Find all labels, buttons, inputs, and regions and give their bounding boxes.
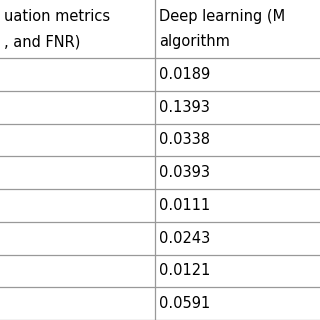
Text: , and FNR): , and FNR) [4, 34, 80, 49]
Text: 0.0338: 0.0338 [159, 132, 210, 148]
Text: 0.1393: 0.1393 [159, 100, 210, 115]
Text: 0.0243: 0.0243 [159, 231, 210, 246]
Text: 0.0121: 0.0121 [159, 263, 210, 278]
Text: 0.0111: 0.0111 [159, 198, 210, 213]
Text: algorithm: algorithm [159, 34, 230, 49]
Text: 0.0591: 0.0591 [159, 296, 210, 311]
Text: 0.0189: 0.0189 [159, 67, 210, 82]
Text: Deep learning (M: Deep learning (M [159, 9, 285, 24]
Text: uation metrics: uation metrics [4, 9, 110, 24]
Text: 0.0393: 0.0393 [159, 165, 210, 180]
